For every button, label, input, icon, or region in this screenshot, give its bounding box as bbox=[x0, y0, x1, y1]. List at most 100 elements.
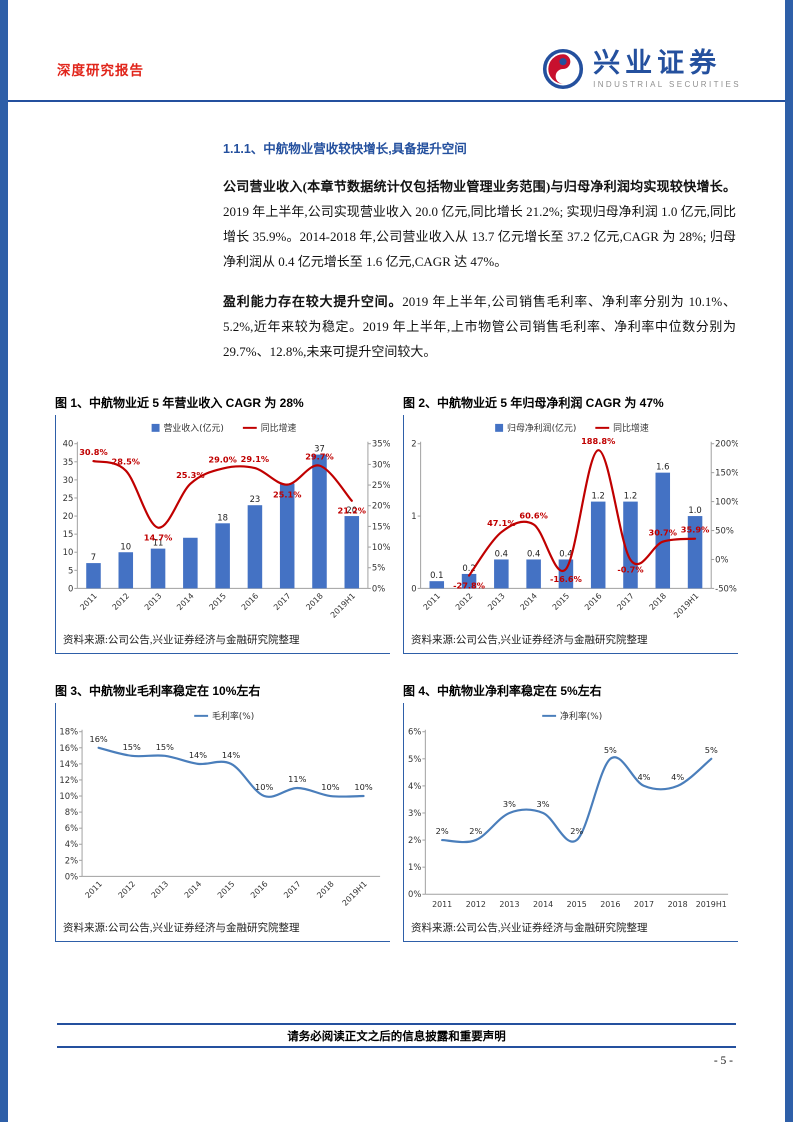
svg-text:14%: 14% bbox=[189, 750, 207, 760]
svg-text:15%: 15% bbox=[123, 742, 141, 752]
svg-text:2017: 2017 bbox=[272, 591, 293, 612]
figures-grid: 图 1、中航物业近 5 年营业收入 CAGR 为 28% 0 5 10 15 20 25 3… bbox=[55, 394, 738, 942]
paragraph-revenue-growth: 公司营业收入(本章节数据统计仅包括物业管理业务范围)与归母净利润均实现较快增长。… bbox=[223, 174, 736, 274]
chart-svg: 0 5 10 15 20 25 30 35 40 0% 5% 10% 15% 20% 25% 30% 35% 20… bbox=[63, 422, 390, 620]
svg-text:60.6%: 60.6% bbox=[519, 510, 548, 520]
svg-text:7: 7 bbox=[91, 552, 96, 562]
svg-text:2015: 2015 bbox=[207, 591, 228, 612]
figure-1-title: 图 1、中航物业近 5 年营业收入 CAGR 为 28% bbox=[55, 396, 304, 410]
svg-text:188.8%: 188.8% bbox=[581, 436, 615, 446]
svg-text:3%: 3% bbox=[408, 808, 421, 818]
svg-text:50%: 50% bbox=[715, 526, 734, 536]
svg-text:30.8%: 30.8% bbox=[79, 447, 108, 457]
brand-name-en: INDUSTRIAL SECURITIES bbox=[593, 79, 741, 89]
figure-3: 图 3、中航物业毛利率稳定在 10%左右 0% 2% 4% 6% 8% 10% 12% 14%… bbox=[55, 682, 390, 942]
svg-text:0.4: 0.4 bbox=[495, 548, 508, 558]
svg-text:-0.7%: -0.7% bbox=[617, 565, 643, 575]
svg-text:2018: 2018 bbox=[304, 591, 325, 612]
svg-text:5%: 5% bbox=[408, 754, 421, 764]
svg-text:14%: 14% bbox=[222, 750, 240, 760]
svg-text:200%: 200% bbox=[715, 439, 738, 449]
svg-text:2016: 2016 bbox=[600, 900, 620, 909]
brand: 兴业证券 INDUSTRIAL SECURITIES bbox=[542, 48, 741, 90]
brand-name-cn: 兴业证券 bbox=[593, 47, 722, 78]
svg-text:35: 35 bbox=[63, 457, 74, 467]
svg-text:2: 2 bbox=[411, 439, 416, 449]
svg-text:2013: 2013 bbox=[150, 879, 171, 900]
svg-text:30%: 30% bbox=[372, 459, 390, 469]
brand-logo-icon bbox=[543, 48, 584, 90]
figure-4: 图 4、中航物业净利率稳定在 5%左右 0% 1% 2% 3% 4% 5% 6% 2011 20… bbox=[403, 682, 738, 942]
paragraph-revenue-growth-lead: 公司营业收入(本章节数据统计仅包括物业管理业务范围)与归母净利润均实现较快增长。 bbox=[223, 179, 736, 194]
brand-text: 兴业证券 INDUSTRIAL SECURITIES bbox=[593, 47, 741, 89]
svg-text:6%: 6% bbox=[408, 727, 421, 737]
svg-text:40: 40 bbox=[63, 439, 74, 449]
svg-text:25.1%: 25.1% bbox=[273, 490, 302, 500]
paragraph-profitability: 盈利能力存在较大提升空间。2019 年上半年,公司销售毛利率、净利率分别为 10… bbox=[223, 289, 736, 364]
header-divider bbox=[8, 100, 785, 102]
page-edge-left bbox=[0, 0, 8, 1122]
figure-1-chart: 0 5 10 15 20 25 30 35 40 0% 5% 10% 15% 20% 25% 30% 35% 20… bbox=[58, 417, 390, 629]
figure-1: 图 1、中航物业近 5 年营业收入 CAGR 为 28% 0 5 10 15 20 25 3… bbox=[55, 394, 390, 654]
svg-text:15%: 15% bbox=[156, 742, 174, 752]
chart-svg: 0% 2% 4% 6% 8% 10% 12% 14% 16% 18% 2011 2012 2013 201… bbox=[59, 710, 381, 908]
svg-text:18%: 18% bbox=[59, 727, 78, 737]
svg-text:同比增速: 同比增速 bbox=[613, 422, 649, 434]
svg-text:2011: 2011 bbox=[78, 591, 99, 612]
svg-text:2016: 2016 bbox=[240, 591, 261, 612]
svg-text:2%: 2% bbox=[408, 835, 421, 845]
svg-text:15: 15 bbox=[63, 529, 74, 539]
svg-text:12%: 12% bbox=[59, 775, 78, 785]
section-heading: 1.1.1、中航物业营收较快增长,具备提升空间 bbox=[223, 142, 467, 156]
svg-text:5%: 5% bbox=[705, 745, 718, 755]
svg-text:6%: 6% bbox=[65, 823, 78, 833]
svg-text:2017: 2017 bbox=[615, 591, 636, 612]
svg-text:2%: 2% bbox=[570, 826, 583, 836]
svg-text:2014: 2014 bbox=[183, 879, 204, 900]
figure-3-source: 资料来源:公司公告,兴业证券经济与金融研究院整理 bbox=[63, 923, 300, 934]
figure-2-body: 0 1 2 -50% 0% 50% 100% 150% 200% 2011 2012 2013 2014… bbox=[403, 415, 738, 654]
figure-1-body: 0 5 10 15 20 25 30 35 40 0% 5% 10% 15% 20% 25% 30% 35% 20… bbox=[55, 415, 390, 654]
svg-text:29.1%: 29.1% bbox=[241, 454, 270, 464]
svg-text:8%: 8% bbox=[65, 807, 78, 817]
paragraph-profitability-lead: 盈利能力存在较大提升空间。 bbox=[223, 294, 403, 309]
chart-svg: 0 1 2 -50% 0% 50% 100% 150% 200% 2011 2012 2013 2014… bbox=[411, 422, 738, 620]
svg-text:2011: 2011 bbox=[83, 879, 104, 900]
svg-text:10%: 10% bbox=[59, 791, 78, 801]
svg-text:10%: 10% bbox=[354, 782, 372, 792]
paragraph-profitability-text: 2019 年上半年,公司销售毛利率、净利率分别为 10.1%、5.2%,近年来较… bbox=[223, 294, 736, 359]
svg-text:0: 0 bbox=[411, 583, 416, 593]
svg-text:20: 20 bbox=[63, 511, 74, 521]
svg-text:4%: 4% bbox=[637, 772, 650, 782]
svg-text:5%: 5% bbox=[372, 563, 385, 573]
svg-text:1.0: 1.0 bbox=[688, 505, 701, 515]
svg-text:1.6: 1.6 bbox=[656, 462, 669, 472]
svg-text:10%: 10% bbox=[255, 782, 273, 792]
figure-2-title: 图 2、中航物业近 5 年归母净利润 CAGR 为 47% bbox=[403, 396, 664, 410]
footer-disclaimer: 请务必阅读正文之后的信息披露和重要声明 bbox=[287, 1031, 506, 1043]
svg-text:0.4: 0.4 bbox=[559, 548, 572, 558]
svg-text:1%: 1% bbox=[408, 862, 421, 872]
svg-text:29.0%: 29.0% bbox=[208, 455, 237, 465]
svg-text:20: 20 bbox=[346, 505, 357, 515]
svg-text:2013: 2013 bbox=[486, 591, 507, 612]
svg-text:21.2%: 21.2% bbox=[338, 506, 367, 516]
svg-text:2012: 2012 bbox=[111, 591, 132, 612]
svg-text:16%: 16% bbox=[89, 734, 107, 744]
svg-text:0.4: 0.4 bbox=[527, 548, 540, 558]
svg-text:0%: 0% bbox=[372, 583, 385, 593]
svg-text:2019H1: 2019H1 bbox=[672, 591, 700, 619]
svg-text:同比增速: 同比增速 bbox=[261, 422, 297, 434]
svg-text:25.3%: 25.3% bbox=[176, 470, 205, 480]
svg-text:0.2: 0.2 bbox=[462, 563, 475, 573]
page-header: 深度研究报告 兴业证券 INDUSTRIAL SECURITIES bbox=[57, 42, 741, 96]
figure-4-body: 0% 1% 2% 3% 4% 5% 6% 2011 2012 2013 2014 2015 2016 20… bbox=[403, 703, 738, 942]
svg-text:2013: 2013 bbox=[499, 900, 519, 909]
svg-text:25%: 25% bbox=[372, 480, 390, 490]
figure-3-title: 图 3、中航物业毛利率稳定在 10%左右 bbox=[55, 684, 261, 698]
svg-text:2015: 2015 bbox=[551, 591, 572, 612]
svg-text:2016: 2016 bbox=[249, 879, 270, 900]
svg-text:0.1: 0.1 bbox=[430, 570, 443, 580]
svg-text:10%: 10% bbox=[321, 782, 339, 792]
svg-text:2013: 2013 bbox=[143, 591, 164, 612]
